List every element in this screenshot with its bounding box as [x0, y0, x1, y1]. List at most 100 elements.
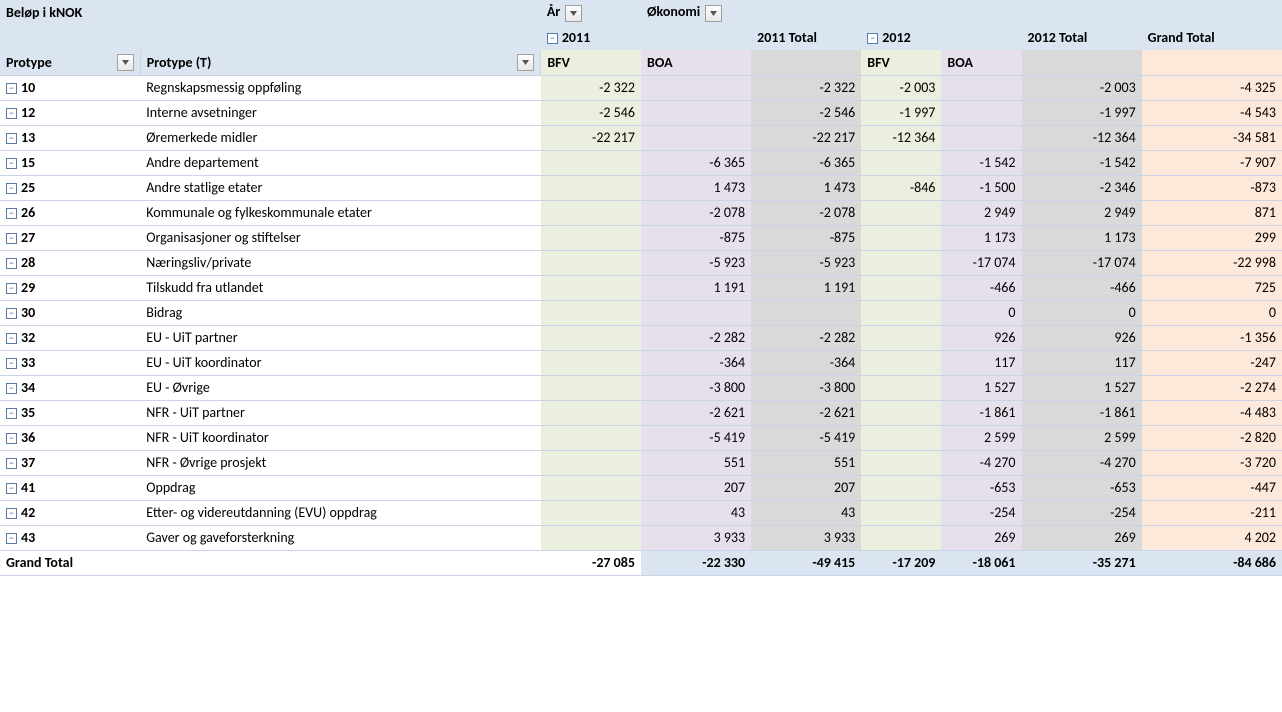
- cell-bfv2: -2 003: [861, 75, 941, 100]
- row-code[interactable]: −43: [0, 525, 140, 550]
- cell-boa1: 1 473: [641, 175, 751, 200]
- row-code[interactable]: −12: [0, 100, 140, 125]
- table-row: −15Andre departement-6 365-6 365-1 542-1…: [0, 150, 1282, 175]
- cell-bfv1: [541, 250, 641, 275]
- collapse-icon[interactable]: −: [6, 433, 17, 444]
- cell-boa2: [941, 100, 1021, 125]
- row-code[interactable]: −34: [0, 375, 140, 400]
- collapse-icon[interactable]: −: [867, 33, 878, 44]
- cell-bfv1: [541, 425, 641, 450]
- row-code[interactable]: −10: [0, 75, 140, 100]
- cell-boa2: 0: [941, 300, 1021, 325]
- boa2-header: BOA: [941, 50, 1021, 75]
- cell-boa2: -1 500: [941, 175, 1021, 200]
- cell-bfv2: [861, 150, 941, 175]
- collapse-icon[interactable]: −: [6, 233, 17, 244]
- year2-total-header: 2012 Total: [1022, 25, 1142, 50]
- collapse-icon[interactable]: −: [6, 158, 17, 169]
- econ-header[interactable]: Økonomi: [641, 0, 751, 25]
- row-code[interactable]: −32: [0, 325, 140, 350]
- table-row: −41Oppdrag207207-653-653-447: [0, 475, 1282, 500]
- row-label: EU - UiT partner: [140, 325, 541, 350]
- cell-tot1: -364: [751, 350, 861, 375]
- cell-gt: -2 274: [1142, 375, 1282, 400]
- cell-boa2: 926: [941, 325, 1021, 350]
- collapse-icon[interactable]: −: [6, 483, 17, 494]
- row-label: Interne avsetninger: [140, 100, 541, 125]
- collapse-icon[interactable]: −: [6, 458, 17, 469]
- cell-boa1: -2 282: [641, 325, 751, 350]
- collapse-icon[interactable]: −: [6, 383, 17, 394]
- row-code[interactable]: −36: [0, 425, 140, 450]
- cell-bfv1: [541, 200, 641, 225]
- row-code[interactable]: −42: [0, 500, 140, 525]
- cell-boa2: -653: [941, 475, 1021, 500]
- collapse-icon[interactable]: −: [6, 83, 17, 94]
- row-code[interactable]: −30: [0, 300, 140, 325]
- dropdown-icon[interactable]: [565, 5, 582, 22]
- cell-tot2: 269: [1022, 525, 1142, 550]
- cell-tot1: 207: [751, 475, 861, 500]
- collapse-icon[interactable]: −: [6, 308, 17, 319]
- table-row: −43Gaver og gaveforsterkning3 9333 93326…: [0, 525, 1282, 550]
- grand-bfv2: -17 209: [861, 550, 941, 575]
- row-label: Andre departement: [140, 150, 541, 175]
- dropdown-icon[interactable]: [517, 54, 534, 71]
- row-code[interactable]: −27: [0, 225, 140, 250]
- cell-boa2: -17 074: [941, 250, 1021, 275]
- table-row: −26Kommunale og fylkeskommunale etater-2…: [0, 200, 1282, 225]
- collapse-icon[interactable]: −: [6, 258, 17, 269]
- cell-bfv2: -12 364: [861, 125, 941, 150]
- row-code[interactable]: −28: [0, 250, 140, 275]
- collapse-icon[interactable]: −: [6, 408, 17, 419]
- cell-gt: -3 720: [1142, 450, 1282, 475]
- cell-boa1: 3 933: [641, 525, 751, 550]
- row-label: Andre statlige etater: [140, 175, 541, 200]
- collapse-icon[interactable]: −: [547, 33, 558, 44]
- cell-gt: -1 356: [1142, 325, 1282, 350]
- cell-boa2: 2 599: [941, 425, 1021, 450]
- cell-boa2: 269: [941, 525, 1021, 550]
- cell-bfv2: [861, 325, 941, 350]
- collapse-icon[interactable]: −: [6, 108, 17, 119]
- collapse-icon[interactable]: −: [6, 333, 17, 344]
- row-code[interactable]: −37: [0, 450, 140, 475]
- collapse-icon[interactable]: −: [6, 283, 17, 294]
- collapse-icon[interactable]: −: [6, 133, 17, 144]
- collapse-icon[interactable]: −: [6, 358, 17, 369]
- cell-tot2: -17 074: [1022, 250, 1142, 275]
- table-row: −13Øremerkede midler-22 217-22 217-12 36…: [0, 125, 1282, 150]
- cell-boa1: -364: [641, 350, 751, 375]
- cell-bfv2: [861, 425, 941, 450]
- cell-boa2: -254: [941, 500, 1021, 525]
- row-code[interactable]: −26: [0, 200, 140, 225]
- collapse-icon[interactable]: −: [6, 183, 17, 194]
- row-code[interactable]: −15: [0, 150, 140, 175]
- row-code[interactable]: −33: [0, 350, 140, 375]
- collapse-icon[interactable]: −: [6, 208, 17, 219]
- row-code[interactable]: −25: [0, 175, 140, 200]
- boa1-header: BOA: [641, 50, 751, 75]
- cell-bfv1: [541, 325, 641, 350]
- row-code[interactable]: −13: [0, 125, 140, 150]
- cell-tot2: -1 861: [1022, 400, 1142, 425]
- table-row: −35NFR - UiT partner-2 621-2 621-1 861-1…: [0, 400, 1282, 425]
- protype-t-header[interactable]: Protype (T): [140, 50, 541, 75]
- year2-header[interactable]: −2012: [861, 25, 1021, 50]
- row-label: NFR - UiT partner: [140, 400, 541, 425]
- row-code[interactable]: −29: [0, 275, 140, 300]
- year-header[interactable]: År: [541, 0, 641, 25]
- collapse-icon[interactable]: −: [6, 533, 17, 544]
- row-code[interactable]: −41: [0, 475, 140, 500]
- cell-bfv2: [861, 350, 941, 375]
- cell-tot1: -2 282: [751, 325, 861, 350]
- row-label: Bidrag: [140, 300, 541, 325]
- table-row: −28Næringsliv/private-5 923-5 923-17 074…: [0, 250, 1282, 275]
- row-label: EU - Øvrige: [140, 375, 541, 400]
- dropdown-icon[interactable]: [117, 54, 134, 71]
- row-code[interactable]: −35: [0, 400, 140, 425]
- collapse-icon[interactable]: −: [6, 508, 17, 519]
- year1-header[interactable]: −2011: [541, 25, 751, 50]
- protype-header[interactable]: Protype: [0, 50, 140, 75]
- dropdown-icon[interactable]: [705, 5, 722, 22]
